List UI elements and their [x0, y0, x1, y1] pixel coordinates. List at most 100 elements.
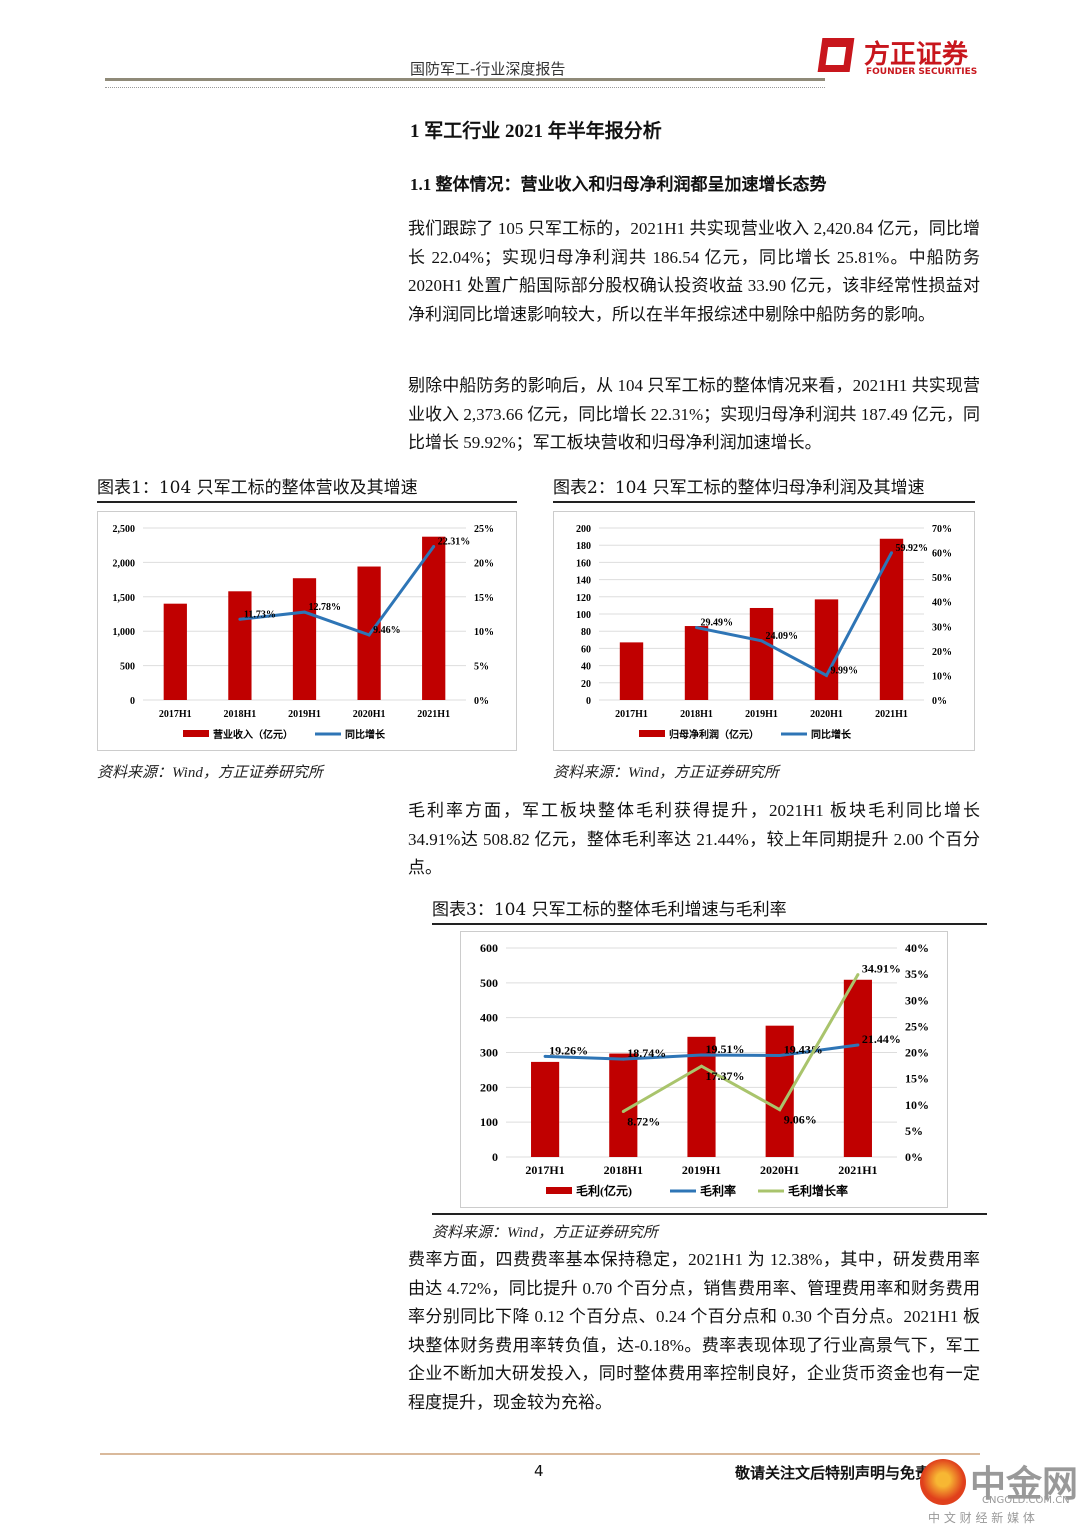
- x-tick-label: 2020H1: [760, 1163, 799, 1177]
- y-left-tick-label: 40: [581, 662, 591, 673]
- line-point: [303, 610, 306, 614]
- y-left-tick-label: 0: [492, 1150, 498, 1164]
- legend-label: 毛利增长率: [788, 1183, 848, 1198]
- x-tick-label: 2020H1: [353, 709, 386, 720]
- y-right-tick-label: 60%: [932, 549, 952, 560]
- x-tick-label: 2021H1: [875, 709, 908, 720]
- y-right-tick-label: 15%: [474, 593, 494, 604]
- logo-mark-icon: [817, 38, 855, 72]
- data-label: 59.92%: [896, 543, 929, 554]
- y-right-tick-label: 10%: [474, 627, 494, 638]
- x-tick-label: 2018H1: [224, 709, 257, 720]
- data-label: 12.78%: [309, 602, 342, 613]
- y-right-tick-label: 25%: [905, 1019, 929, 1033]
- y-left-tick-label: 80: [581, 627, 591, 638]
- section-heading: 1 军工行业 2021 年半年报分析: [410, 121, 662, 142]
- chart-1-svg: 0 500 1,000 1,500 2,000 2,500 0% 5% 10% 15% 20% 25%…: [113, 524, 495, 741]
- y-left-tick-label: 1,000: [113, 627, 136, 638]
- legend-label: 同比增长: [811, 728, 852, 741]
- y-right-tick-label: 20%: [932, 647, 952, 658]
- y-left-tick-label: 0: [130, 696, 135, 707]
- paragraph: 剔除中船防务的影响后，从 104 只军工标的整体情况来看，2021H1 共实现营…: [408, 376, 980, 452]
- legend-label: 营业收入（亿元）: [213, 728, 293, 741]
- y-left-tick-label: 1,500: [113, 593, 136, 604]
- data-label: 9.46%: [373, 625, 401, 636]
- series-line: [696, 552, 893, 678]
- legend-label: 毛利率: [700, 1183, 736, 1198]
- x-tick-label: 2018H1: [680, 709, 713, 720]
- y-left-tick-label: 120: [576, 593, 591, 604]
- line-point: [825, 673, 828, 677]
- x-tick-label: 2018H1: [604, 1163, 643, 1177]
- bar: [843, 979, 872, 1157]
- line-point: [543, 1054, 547, 1058]
- cngold-watermark: 中金网 CNGOLD.COM.CN 中 文 财 经 新 媒 体: [920, 1455, 1080, 1527]
- logo-en: FOUNDER SECURITIES: [866, 67, 978, 77]
- legend-swatch: [183, 730, 209, 737]
- paragraph: 我们跟踪了 105 只军工标的，2021H1 共实现营业收入 2,420.84 …: [408, 219, 980, 324]
- x-tick-label: 2017H1: [159, 709, 192, 720]
- y-right-tick-label: 70%: [932, 524, 952, 535]
- y-left-tick-label: 180: [576, 541, 591, 552]
- chart-title: 图表1：104 只军工标的整体营收及其增速: [97, 473, 517, 503]
- chart-title: 图表2：104 只军工标的整体归母净利润及其增速: [553, 473, 975, 503]
- y-left-tick-label: 100: [480, 1115, 498, 1129]
- data-label: 21.44%: [862, 1032, 901, 1046]
- x-tick-label: 2017H1: [615, 709, 648, 720]
- subsection-heading: 1.1 整体情况：营业收入和归母净利润都呈加速增长态势: [410, 175, 827, 194]
- y-left-tick-label: 200: [576, 524, 591, 535]
- y-left-tick-label: 500: [480, 976, 498, 990]
- y-right-tick-label: 25%: [474, 524, 494, 535]
- y-left-tick-label: 2,500: [113, 524, 136, 535]
- y-right-tick-label: 50%: [932, 573, 952, 584]
- y-left-tick-label: 600: [480, 941, 498, 955]
- y-left-tick-label: 0: [586, 696, 591, 707]
- y-left-tick-label: 20: [581, 679, 591, 690]
- chart-2: 图表2：104 只军工标的整体归母净利润及其增速 0 20 40 60 80 100 120…: [553, 473, 975, 782]
- chart-source: 资料来源：Wind，方正证券研究所: [432, 1225, 658, 1241]
- chart-3-svg: 0 100 200 300 400 500 600 0% 5% 10% 15% 20% 25% 30% 35…: [480, 941, 929, 1198]
- paragraph: 费率方面，四费费率基本保持稳定，2021H1 为 12.38%，其中，研发费用率…: [408, 1250, 980, 1412]
- bar: [163, 603, 187, 700]
- y-right-tick-label: 35%: [905, 967, 929, 981]
- y-right-tick-label: 0%: [932, 696, 947, 707]
- report-header-title: 国防军工-行业深度报告: [410, 60, 566, 78]
- y-right-tick-label: 30%: [905, 993, 929, 1007]
- line-point: [621, 1109, 625, 1113]
- line-point: [856, 1043, 860, 1047]
- y-left-tick-label: 2,000: [113, 558, 136, 569]
- x-tick-label: 2021H1: [417, 709, 450, 720]
- y-right-tick-label: 10%: [905, 1098, 929, 1112]
- y-right-tick-label: 20%: [474, 558, 494, 569]
- line-point: [695, 626, 698, 630]
- chart-title: 图表3：104 只军工标的整体毛利增速与毛利率: [432, 895, 987, 925]
- y-right-tick-label: 40%: [905, 941, 929, 955]
- x-tick-label: 2019H1: [682, 1163, 721, 1177]
- x-tick-label: 2017H1: [525, 1163, 564, 1177]
- line-point: [778, 1108, 782, 1112]
- line-point: [700, 1064, 703, 1068]
- chart-2-svg: 0 20 40 60 80 100 120 140 160 180 200 0% 10% 20% 30% 40…: [576, 524, 952, 741]
- header-divider: [105, 78, 825, 81]
- legend-swatch: [639, 730, 665, 737]
- data-label: 29.49%: [701, 618, 734, 629]
- data-label: 34.91%: [862, 962, 901, 976]
- data-label: 17.37%: [706, 1069, 745, 1083]
- bar: [422, 536, 446, 700]
- line-point: [890, 551, 893, 555]
- bar: [619, 642, 644, 700]
- legend-label: 同比增长: [345, 728, 386, 741]
- x-tick-label: 2021H1: [838, 1163, 877, 1177]
- data-label: 18.74%: [627, 1046, 666, 1060]
- legend-label: 归母净利润（亿元）: [669, 728, 759, 741]
- data-label: 19.26%: [549, 1043, 588, 1057]
- line-point: [238, 617, 242, 621]
- bar: [684, 626, 709, 700]
- founder-securities-logo: 方正证券 FOUNDER SECURITIES: [817, 36, 980, 78]
- line-point: [856, 973, 860, 977]
- data-label: 9.99%: [831, 665, 859, 676]
- disclaimer-note: 敬请关注文后特别声明与免责条款: [735, 1464, 961, 1482]
- y-left-tick-label: 60: [581, 644, 591, 655]
- header-dotted-divider: [105, 87, 825, 88]
